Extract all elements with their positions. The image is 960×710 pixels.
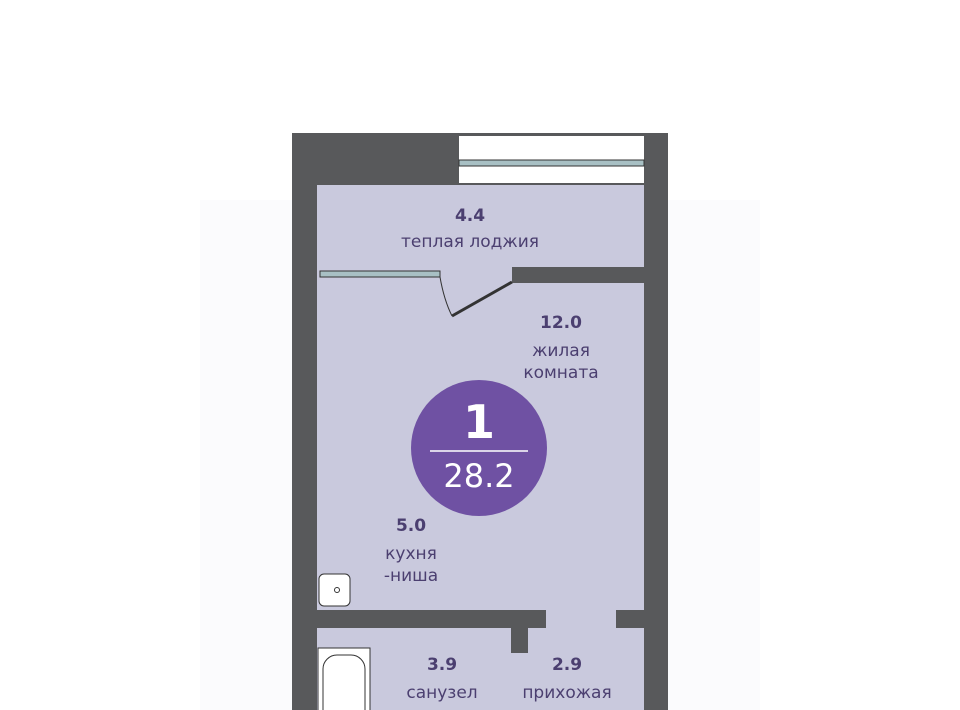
window-loggia	[319, 270, 441, 278]
bathroom-name: санузел	[406, 683, 477, 703]
kitchen-name-2: -ниша	[384, 566, 438, 586]
bathroom-area: 3.9	[427, 655, 457, 675]
room-count: 1	[463, 395, 495, 449]
living-name-2: комната	[523, 363, 598, 383]
living-name-1: жилая	[532, 341, 590, 361]
door-leaf	[451, 280, 513, 318]
bathtub-icon	[317, 647, 371, 710]
wall-stub	[511, 628, 528, 653]
sink-drain	[334, 587, 340, 593]
hall-opening	[546, 610, 616, 630]
living-area: 12.0	[540, 313, 582, 333]
window-top	[458, 159, 645, 167]
loggia-area: 4.4	[455, 206, 485, 226]
hallway-name: прихожая	[522, 683, 611, 703]
hallway-area: 2.9	[552, 655, 582, 675]
kitchen-name-1: кухня	[385, 544, 437, 564]
loggia-name: теплая лоджия	[401, 232, 539, 252]
room-bathroom	[317, 628, 644, 710]
bathtub-basin	[322, 654, 366, 710]
summary-badge	[411, 380, 547, 516]
loggia-wall	[512, 267, 644, 283]
kitchen-area: 5.0	[396, 516, 426, 536]
door-swing	[439, 276, 453, 317]
total-area: 28.2	[443, 457, 514, 495]
